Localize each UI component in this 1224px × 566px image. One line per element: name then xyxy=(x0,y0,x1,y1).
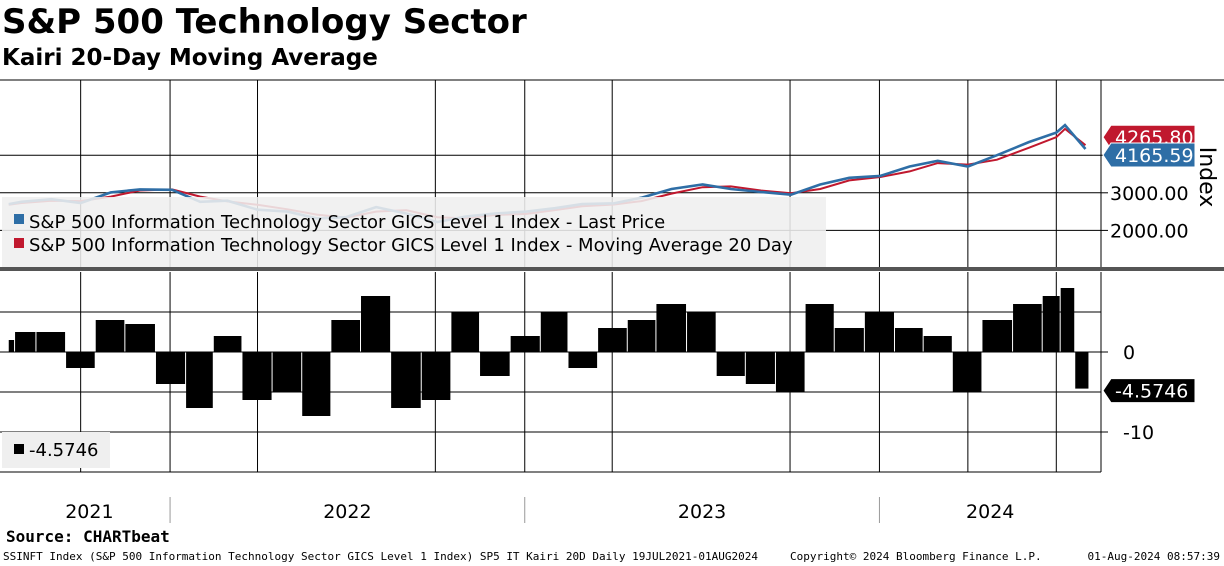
source-note: Source: CHARTbeat xyxy=(6,527,170,546)
kairi-bar xyxy=(568,352,598,368)
kairi-bar xyxy=(687,312,716,352)
kairi-bar xyxy=(155,352,186,384)
kairi-bar xyxy=(361,296,391,352)
kairi-bar xyxy=(272,352,302,392)
kairi-bar xyxy=(1060,288,1075,352)
x-axis-year-label: 2022 xyxy=(323,501,371,523)
kairi-bar xyxy=(923,336,952,352)
kairi-bar xyxy=(775,352,805,392)
tag-kairi-shape xyxy=(1102,378,1196,404)
lower-panel-y-ticks: 0 -10 xyxy=(1101,342,1154,444)
panel-separator xyxy=(0,267,1224,271)
upper-panel-axis-label: Index xyxy=(1194,147,1219,208)
footer-copyright: Copyright© 2024 Bloomberg Finance L.P. xyxy=(790,550,1042,563)
lower-tick-label: 0 xyxy=(1123,342,1135,364)
kairi-bar xyxy=(952,352,982,392)
footer-timestamp: 01-Aug-2024 08:57:39 xyxy=(1087,550,1220,563)
kairi-bar xyxy=(125,324,155,352)
legend-label-kairi: -4.5746 xyxy=(29,440,98,461)
kairi-bar xyxy=(1042,296,1060,352)
kairi-bar xyxy=(213,336,242,352)
chart-subtitle: Kairi 20-Day Moving Average xyxy=(2,45,378,71)
kairi-bar xyxy=(805,304,834,352)
kairi-bar xyxy=(15,332,36,352)
x-axis-year-label: 2021 xyxy=(65,501,113,523)
kairi-bar xyxy=(186,352,213,408)
kairi-bar xyxy=(834,328,864,352)
kairi-bar xyxy=(451,312,480,352)
kairi-bar xyxy=(745,352,775,384)
kairi-bar xyxy=(95,320,125,352)
kairi-bar xyxy=(421,352,451,400)
x-axis-year-label: 2024 xyxy=(966,501,1014,523)
legend-label-moving-average: S&P 500 Information Technology Sector GI… xyxy=(29,235,793,256)
kairi-bar xyxy=(331,320,361,352)
legend-swatch-last-price xyxy=(14,214,24,224)
kairi-bar xyxy=(627,320,656,352)
lower-tick-label: -10 xyxy=(1123,422,1154,444)
kairi-bar xyxy=(982,320,1013,352)
tag-kairi-label: -4.5746 xyxy=(1115,381,1188,403)
kairi-bar xyxy=(510,336,540,352)
kairi-bar xyxy=(894,328,923,352)
kairi-bar xyxy=(36,332,66,352)
upper-tick-label: 2000.00 xyxy=(1110,220,1189,242)
kairi-bar xyxy=(391,352,421,408)
kairi-bar xyxy=(302,352,331,416)
kairi-bar xyxy=(598,328,627,352)
chart-title: S&P 500 Technology Sector xyxy=(2,2,527,42)
kairi-bar xyxy=(540,312,568,352)
kairi-bar xyxy=(1075,352,1089,389)
kairi-bar xyxy=(480,352,510,376)
x-axis-year-label: 2023 xyxy=(678,501,726,523)
kairi-bar xyxy=(8,340,15,352)
lower-panel-bars xyxy=(8,288,1089,416)
kairi-bar xyxy=(66,352,95,368)
footer-description: SSINFT Index (S&P 500 Information Techno… xyxy=(3,550,758,563)
kairi-bar xyxy=(1013,304,1042,352)
tag-last-price-shape xyxy=(1102,142,1196,168)
kairi-bar xyxy=(716,352,745,376)
upper-panel-y-ticks: 2000.00 3000.00 xyxy=(1101,154,1189,242)
legend-label-last-price: S&P 500 Information Technology Sector GI… xyxy=(29,212,665,233)
legend-swatch-kairi xyxy=(14,444,24,454)
legend-swatch-moving-average xyxy=(14,238,24,248)
upper-legend-box xyxy=(2,197,826,267)
upper-tick-label: 3000.00 xyxy=(1110,183,1189,205)
tag-last-price-label: 4165.59 xyxy=(1115,145,1194,167)
x-axis: 2021 2022 2023 2024 xyxy=(65,497,1014,523)
kairi-bar xyxy=(864,312,894,352)
kairi-bar xyxy=(656,304,687,352)
kairi-bar xyxy=(242,352,272,400)
